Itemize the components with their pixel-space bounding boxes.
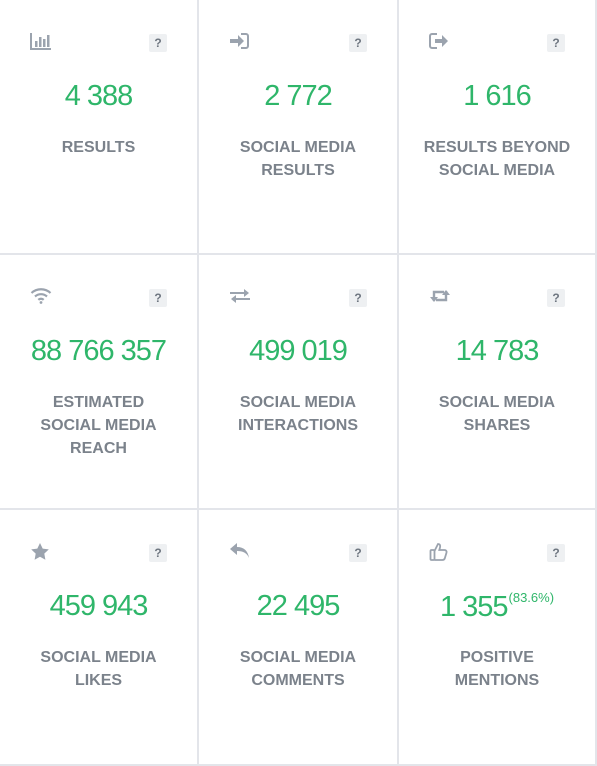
- help-button[interactable]: ?: [547, 544, 565, 562]
- stat-card-social-media-comments: ? 22 495 SOCIAL MEDIA COMMENTS: [199, 510, 399, 766]
- stat-card-estimated-reach: ? 88 766 357 ESTIMATED SOCIAL MEDIA REAC…: [0, 255, 199, 510]
- help-button[interactable]: ?: [349, 289, 367, 307]
- help-button[interactable]: ?: [149, 544, 167, 562]
- stat-label: SOCIAL MEDIA INTERACTIONS: [238, 394, 358, 434]
- help-button[interactable]: ?: [349, 544, 367, 562]
- stat-value: 1 616: [463, 80, 532, 112]
- stat-value: 14 783: [455, 335, 540, 367]
- thumbs-up-icon: [429, 540, 453, 562]
- stat-label: SOCIAL MEDIA SHARES: [438, 394, 556, 434]
- stat-label: RESULTS BEYOND SOCIAL MEDIA: [423, 139, 571, 179]
- stat-card-social-media-interactions: ? 499 019 SOCIAL MEDIA INTERACTIONS: [199, 255, 399, 510]
- stat-label: SOCIAL MEDIA COMMENTS: [239, 649, 357, 689]
- stat-value: 22 495: [256, 590, 341, 622]
- bar-chart-icon: [30, 30, 54, 52]
- percent-suffix: (83.6%): [508, 590, 555, 605]
- stat-card-results-beyond-social-media: ? 1 616 RESULTS BEYOND SOCIAL MEDIA: [399, 0, 597, 255]
- stat-label: SOCIAL MEDIA LIKES: [40, 649, 157, 689]
- reply-icon: [229, 540, 253, 562]
- wifi-icon: [30, 285, 54, 307]
- exchange-arrows-icon: [229, 285, 253, 307]
- help-button[interactable]: ?: [349, 34, 367, 52]
- stat-value: 1 355(83.6%): [439, 590, 555, 623]
- stat-label: ESTIMATED SOCIAL MEDIA REACH: [40, 394, 157, 457]
- help-button[interactable]: ?: [547, 34, 565, 52]
- retweet-icon: [429, 285, 453, 307]
- stat-value: 459 943: [49, 590, 149, 622]
- stat-value: 88 766 357: [30, 335, 167, 367]
- help-button[interactable]: ?: [149, 289, 167, 307]
- stat-label: SOCIAL MEDIA RESULTS: [239, 139, 357, 179]
- stat-value: 4 388: [64, 80, 134, 112]
- stat-card-positive-mentions: ? 1 355(83.6%) POSITIVE MENTIONS: [399, 510, 597, 766]
- sign-in-icon: [229, 30, 253, 52]
- share-out-icon: [429, 30, 453, 52]
- stat-card-results: ? 4 388 RESULTS: [0, 0, 199, 255]
- stat-value: 2 772: [264, 80, 333, 112]
- stat-value: 499 019: [249, 335, 348, 367]
- stat-card-social-media-results: ? 2 772 SOCIAL MEDIA RESULTS: [199, 0, 399, 255]
- star-icon: [30, 540, 54, 562]
- stat-card-social-media-likes: ? 459 943 SOCIAL MEDIA LIKES: [0, 510, 199, 766]
- help-button[interactable]: ?: [547, 289, 565, 307]
- stat-card-social-media-shares: ? 14 783 SOCIAL MEDIA SHARES: [399, 255, 597, 510]
- stat-label: POSITIVE MENTIONS: [454, 649, 540, 689]
- help-button[interactable]: ?: [149, 34, 167, 52]
- stat-label: RESULTS: [61, 139, 136, 156]
